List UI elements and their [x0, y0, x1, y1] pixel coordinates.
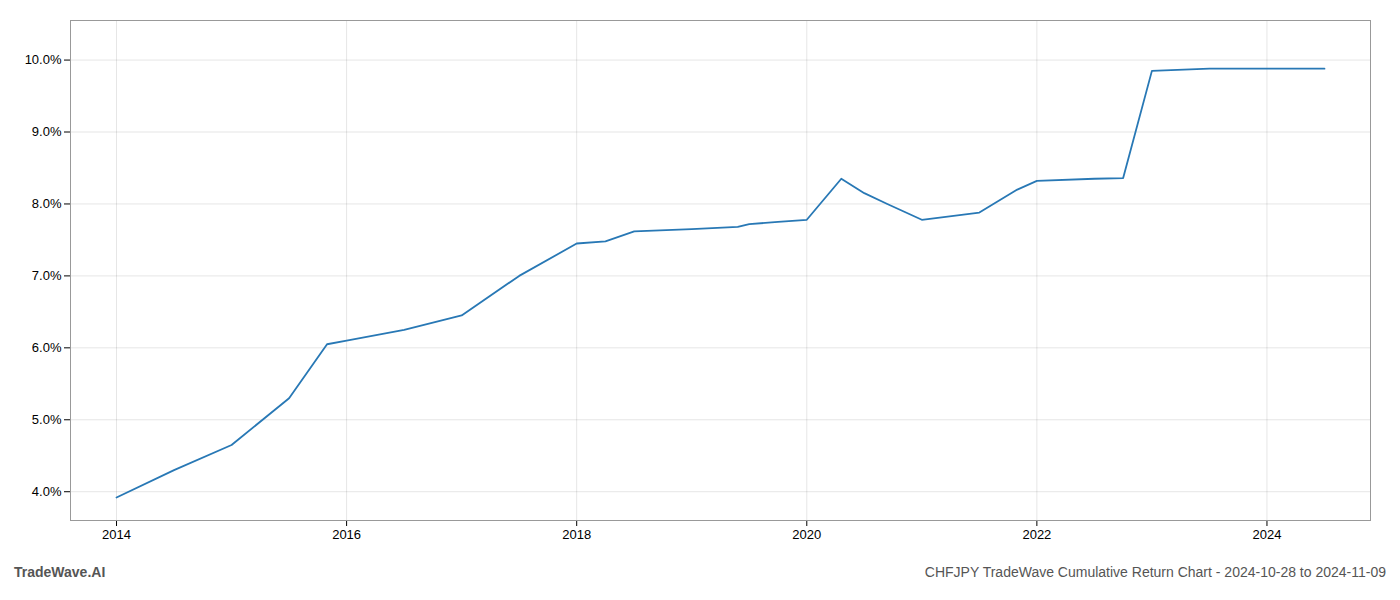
svg-text:2018: 2018: [562, 527, 591, 542]
html-text:CHFJPY TradeWave Cumulative Re: CHFJPY TradeWave Cumulative Return Chart…: [924, 564, 1386, 580]
svg-text:6.0%: 6.0%: [32, 340, 62, 355]
svg-text:2016: 2016: [332, 527, 361, 542]
html-text:TradeWave.AI: TradeWave.AI: [14, 564, 106, 580]
svg-text:8.0%: 8.0%: [32, 196, 62, 211]
svg-text:2014: 2014: [102, 527, 131, 542]
svg-text:2022: 2022: [1022, 527, 1051, 542]
svg-text:2024: 2024: [1252, 527, 1281, 542]
svg-text:4.0%: 4.0%: [32, 484, 62, 499]
svg-text:9.0%: 9.0%: [32, 124, 62, 139]
svg-text:5.0%: 5.0%: [32, 412, 62, 427]
svg-text:10.0%: 10.0%: [25, 52, 62, 67]
svg-text:2020: 2020: [792, 527, 821, 542]
svg-text:7.0%: 7.0%: [32, 268, 62, 283]
